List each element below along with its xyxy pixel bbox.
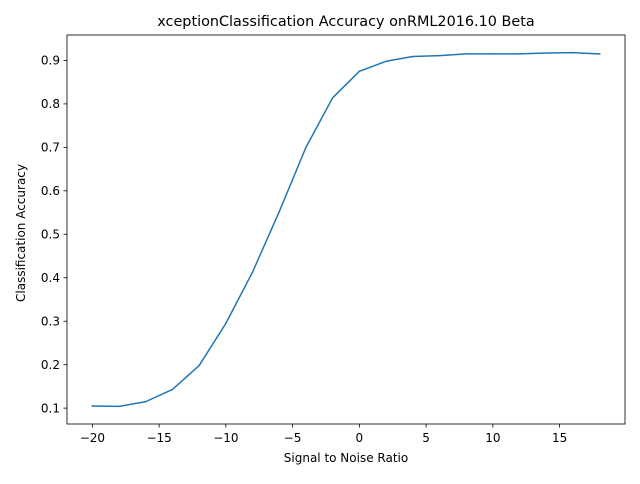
y-tick-label: 0.8 [41, 97, 60, 111]
x-tick-label: 0 [356, 431, 364, 445]
data-point [225, 322, 227, 325]
y-tick-label: 0.3 [41, 315, 60, 329]
y-axis-label: Classification Accuracy [14, 164, 28, 302]
chart-title: xceptionClassification Accuracy onRML201… [157, 14, 534, 30]
y-tick-label: 0.5 [41, 228, 60, 242]
x-tick-label: −10 [213, 431, 238, 445]
series-line [91, 51, 601, 408]
data-point [91, 405, 94, 407]
data-point [518, 53, 521, 55]
y-tick-label: 0.6 [41, 184, 60, 198]
data-point [305, 146, 307, 149]
plot-area [66, 34, 626, 425]
plot-frame [66, 34, 626, 425]
x-tick-label: −15 [146, 431, 171, 445]
data-point [251, 271, 254, 273]
x-tick-label: 15 [552, 431, 567, 445]
data-point [385, 60, 387, 63]
x-tick-label: −20 [80, 431, 105, 445]
data-point [438, 54, 441, 57]
data-point [145, 400, 147, 403]
x-tick-label: −5 [284, 431, 302, 445]
data-point [278, 210, 280, 213]
y-tick-label: 0.9 [41, 54, 60, 68]
data-point [412, 55, 414, 58]
data-point [492, 53, 494, 55]
data-point [465, 53, 467, 55]
data-point [331, 97, 334, 99]
y-tick-label: 0.1 [41, 401, 60, 415]
x-axis-label: Signal to Noise Ratio [284, 451, 408, 465]
data-point [171, 388, 174, 391]
y-axis: 0.1 0.2 0.3 0.4 0.5 0.6 0.7 0.8 0.9 [41, 54, 67, 415]
data-point [572, 51, 574, 54]
data-point [118, 405, 120, 408]
data-point [358, 70, 361, 73]
data-point [598, 53, 601, 55]
x-tick-label: 5 [422, 431, 430, 445]
y-tick-label: 0.2 [41, 358, 60, 372]
x-tick-label: 10 [485, 431, 500, 445]
y-tick-label: 0.4 [41, 271, 60, 285]
x-axis: −20 −15 −10 −5 0 5 10 15 [80, 424, 567, 445]
data-point [198, 364, 200, 367]
y-tick-label: 0.7 [41, 141, 60, 155]
data-point [545, 52, 547, 54]
